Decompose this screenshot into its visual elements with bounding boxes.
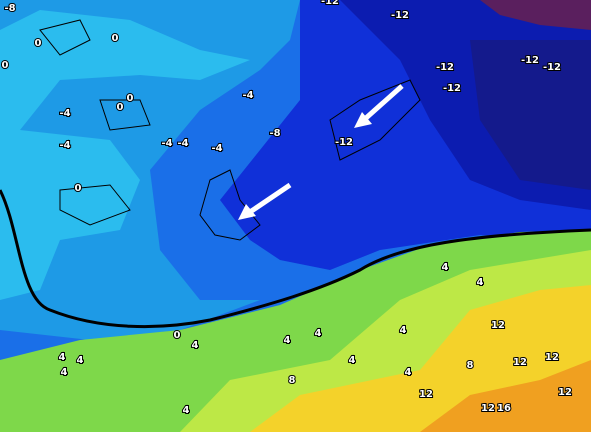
contour-label: 12	[491, 320, 505, 331]
contour-label: 0	[117, 102, 124, 113]
contour-label: 12	[419, 389, 433, 400]
contour-label: -4	[177, 138, 188, 149]
region-cyan	[0, 10, 250, 300]
contour-label: 8	[289, 375, 296, 386]
contour-label: 4	[284, 335, 291, 346]
arrow	[248, 182, 292, 215]
contour-label: -12	[521, 55, 539, 66]
contour-label: 4	[315, 328, 322, 339]
zero-isotherm	[0, 189, 591, 329]
contour-label: -12	[443, 83, 461, 94]
contour-label: -12	[321, 0, 339, 7]
contour-label: 12	[481, 403, 495, 414]
region-orange	[420, 360, 591, 432]
contour-label: 12	[558, 387, 572, 398]
contour-label: 8	[467, 360, 474, 371]
arrow-head	[354, 112, 372, 128]
contour-label: 0	[127, 93, 134, 104]
region-light-blue	[0, 0, 300, 340]
contour-label: -4	[211, 143, 222, 154]
contour-label: 0	[112, 33, 119, 44]
contour-label: 4	[192, 340, 199, 351]
contour-label: 4	[349, 355, 356, 366]
contour-label: 4	[77, 355, 84, 366]
contour-label: 4	[477, 277, 484, 288]
contour-label: -12	[543, 62, 561, 73]
contour-label: 4	[405, 367, 412, 378]
contour-label: 4	[400, 325, 407, 336]
contour-label: 12	[513, 357, 527, 368]
region-purple	[480, 0, 591, 30]
contour-label: 4	[442, 262, 449, 273]
contour-label: -8	[4, 3, 15, 14]
contour-label: -12	[391, 10, 409, 21]
contour-label: -4	[161, 138, 172, 149]
contour-label: 4	[183, 405, 190, 416]
contour-label: -8	[269, 128, 280, 139]
contour-label: 0	[35, 38, 42, 49]
contour-label: 4	[59, 352, 66, 363]
coastlines	[39, 19, 421, 241]
contour-label: -4	[59, 108, 70, 119]
arrow-head	[238, 204, 256, 220]
contour-label: -12	[335, 137, 353, 148]
contour-label: 12	[545, 352, 559, 363]
contour-label: -4	[59, 140, 70, 151]
contour-label: 0	[2, 60, 9, 71]
contour-label: 0	[174, 330, 181, 341]
contour-label: -4	[242, 90, 253, 101]
contour-label: 16	[497, 403, 511, 414]
contour-label: -12	[436, 62, 454, 73]
contour-label: 4	[61, 367, 68, 378]
region-navy	[470, 40, 591, 190]
contour-label: 0	[75, 183, 82, 194]
arrow	[364, 84, 404, 120]
